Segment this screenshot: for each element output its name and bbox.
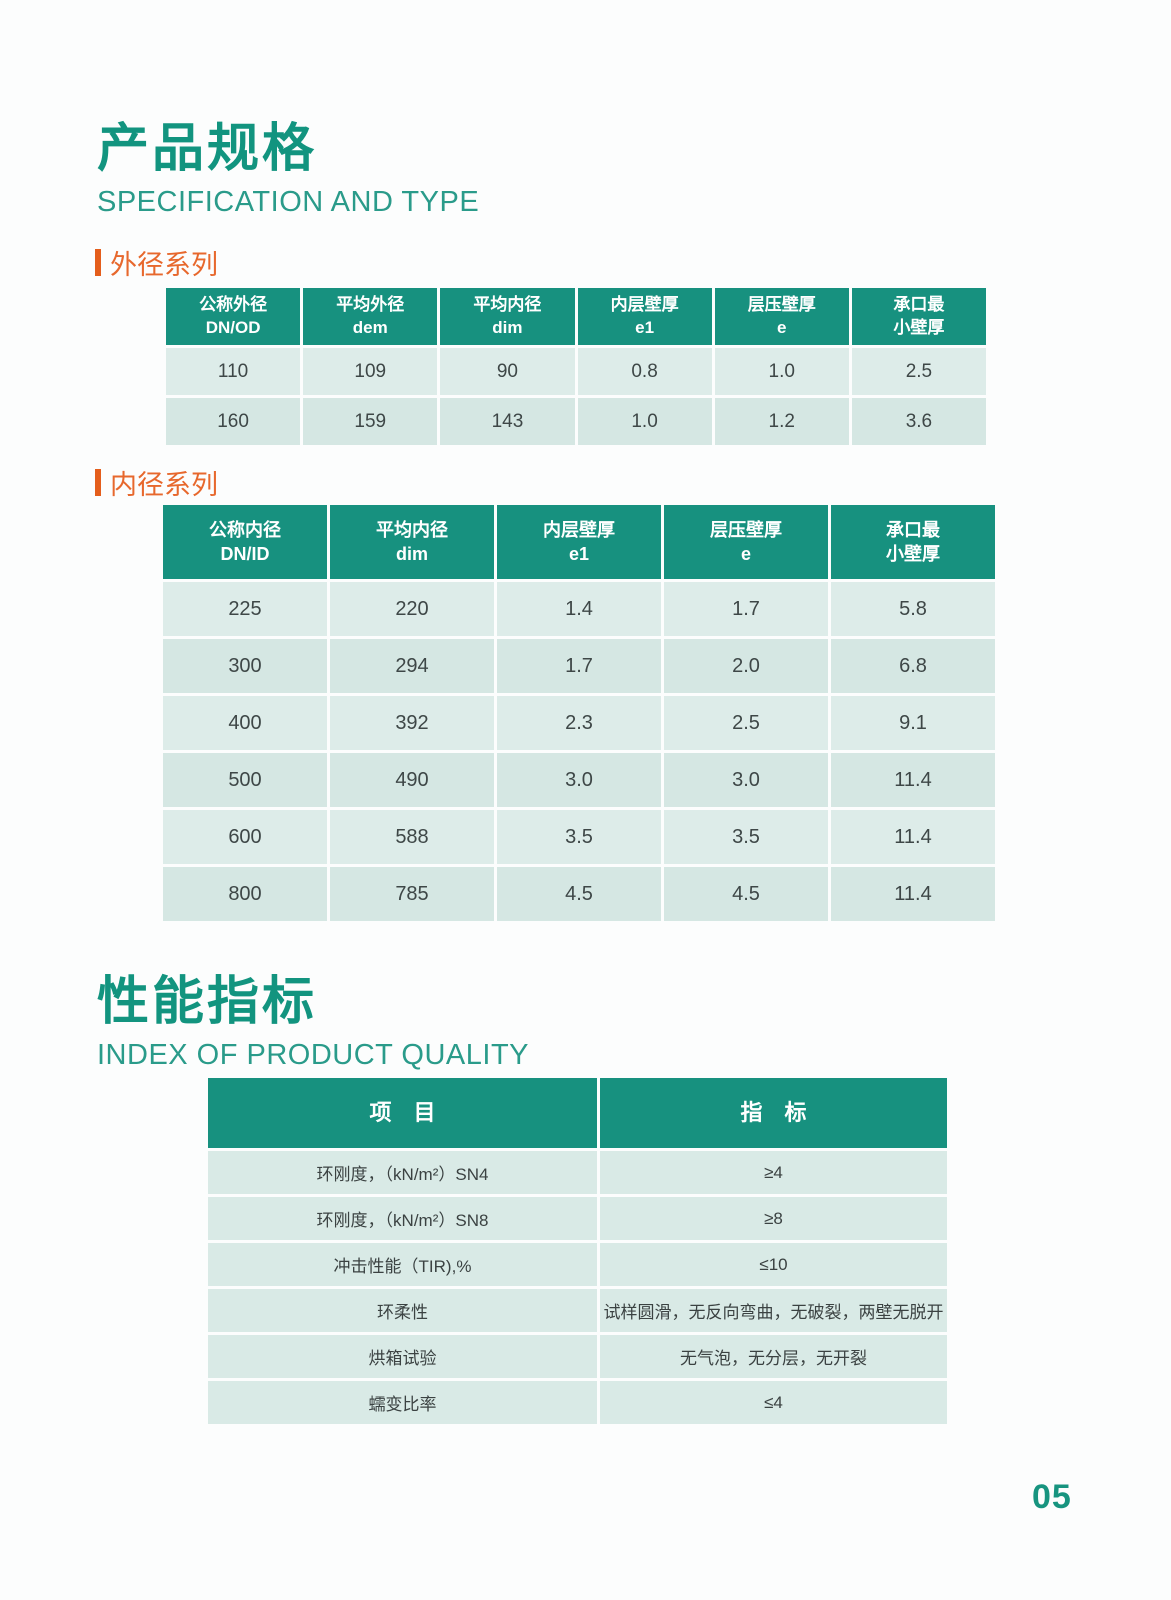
orange-bar-icon [95, 469, 101, 496]
table-data-cell: 5.8 [831, 582, 995, 636]
table-data-cell: 2.3 [497, 696, 661, 750]
table-header-cell: 项 目 [208, 1078, 597, 1148]
table-data-cell: 220 [330, 582, 494, 636]
table-data-cell: 90 [440, 348, 575, 395]
table-data-cell: 11.4 [831, 753, 995, 807]
table-data-cell: 160 [166, 398, 301, 445]
table-header-cell: 平均内径 dim [440, 288, 575, 345]
table-header-cell: 平均外径 dem [303, 288, 438, 345]
table-data-cell: 490 [330, 753, 494, 807]
table-data-cell: ≤4 [600, 1381, 947, 1424]
table-data-cell: 1.0 [714, 348, 849, 395]
id-series-table: 公称内径 DN/ID 平均内径 dim 内层壁厚 e1 层压壁厚 e 承口最 小壁厚 225 220 1… [163, 505, 995, 921]
table-data-cell: 2.5 [851, 348, 986, 395]
table-data-cell: 烘箱试验 [208, 1335, 597, 1378]
table-data-cell: 110 [166, 348, 301, 395]
table-data-cell: 3.5 [664, 810, 828, 864]
table-data-cell: 1.0 [577, 398, 712, 445]
quality-title-cn: 性能指标 [97, 973, 318, 1031]
table-data-cell: 9.1 [831, 696, 995, 750]
table-data-cell: 785 [330, 867, 494, 921]
table-data-cell: 1.2 [714, 398, 849, 445]
table-header-cell: 层压壁厚 e [664, 505, 828, 579]
od-series-label-text: 外径系列 [110, 250, 218, 280]
table-data-cell: 11.4 [831, 867, 995, 921]
table-data-cell: 1.7 [497, 639, 661, 693]
table-data-cell: 2.0 [664, 639, 828, 693]
page-number: 05 [1032, 1478, 1072, 1516]
table-header-cell: 承口最 小壁厚 [831, 505, 995, 579]
table-data-cell: 环柔性 [208, 1289, 597, 1332]
table-data-cell: 159 [303, 398, 438, 445]
table-data-cell: 400 [163, 696, 327, 750]
table-data-cell: 1.4 [497, 582, 661, 636]
table-data-cell: 试样圆滑，无反向弯曲，无破裂，两壁无脱开 [600, 1289, 947, 1332]
id-series-label-text: 内径系列 [110, 470, 218, 500]
id-series-label: 内径系列 [95, 463, 218, 502]
table-data-cell: 1.7 [664, 582, 828, 636]
spec-title-cn: 产品规格 [97, 120, 318, 178]
table-data-cell: 392 [330, 696, 494, 750]
table-data-cell: 冲击性能（TIR),% [208, 1243, 597, 1286]
table-data-cell: 600 [163, 810, 327, 864]
table-data-cell: 3.0 [497, 753, 661, 807]
table-data-cell: 环刚度，（kN/m²）SN4 [208, 1151, 597, 1194]
table-data-cell: 109 [303, 348, 438, 395]
table-header-cell: 内层壁厚 e1 [577, 288, 712, 345]
table-data-cell: 无气泡，无分层，无开裂 [600, 1335, 947, 1378]
orange-bar-icon [95, 249, 101, 276]
quality-table: 项 目指 标环刚度，（kN/m²）SN4 ≥4 环刚度，（kN/m²）SN8 ≥8 冲击… [208, 1078, 947, 1424]
table-data-cell: ≤10 [600, 1243, 947, 1286]
table-data-cell: 11.4 [831, 810, 995, 864]
quality-title-en: INDEX OF PRODUCT QUALITY [97, 1038, 530, 1071]
table-data-cell: 蠕变比率 [208, 1381, 597, 1424]
od-series-table: 公称外径 DN/OD 平均外径 dem 平均内径 dim 内层壁厚 e1 层压壁厚 e 承口最 小壁厚… [166, 288, 986, 445]
table-header-cell: 指 标 [600, 1078, 947, 1148]
table-header-cell: 层压壁厚 e [714, 288, 849, 345]
table-header-cell: 公称外径 DN/OD [166, 288, 301, 345]
table-header-cell: 内层壁厚 e1 [497, 505, 661, 579]
table-data-cell: 800 [163, 867, 327, 921]
table-header-cell: 平均内径 dim [330, 505, 494, 579]
table-data-cell: 300 [163, 639, 327, 693]
table-data-cell: 500 [163, 753, 327, 807]
spec-title-en: SPECIFICATION AND TYPE [97, 185, 480, 218]
table-header-cell: 公称内径 DN/ID [163, 505, 327, 579]
table-data-cell: 3.0 [664, 753, 828, 807]
table-data-cell: ≥4 [600, 1151, 947, 1194]
table-data-cell: 4.5 [497, 867, 661, 921]
quality-title-block: 性能指标 INDEX OF PRODUCT QUALITY [97, 975, 529, 1072]
table-data-cell: 6.8 [831, 639, 995, 693]
table-data-cell: 0.8 [577, 348, 712, 395]
table-header-cell: 承口最 小壁厚 [851, 288, 986, 345]
table-data-cell: 环刚度，（kN/m²）SN8 [208, 1197, 597, 1240]
table-data-cell: 4.5 [664, 867, 828, 921]
table-data-cell: 588 [330, 810, 494, 864]
table-data-cell: 143 [440, 398, 575, 445]
table-data-cell: 3.6 [851, 398, 986, 445]
od-series-label: 外径系列 [95, 243, 218, 282]
table-data-cell: ≥8 [600, 1197, 947, 1240]
table-data-cell: 2.5 [664, 696, 828, 750]
spec-title-block: 产品规格 SPECIFICATION AND TYPE [97, 122, 479, 219]
table-data-cell: 3.5 [497, 810, 661, 864]
table-data-cell: 294 [330, 639, 494, 693]
table-data-cell: 225 [163, 582, 327, 636]
